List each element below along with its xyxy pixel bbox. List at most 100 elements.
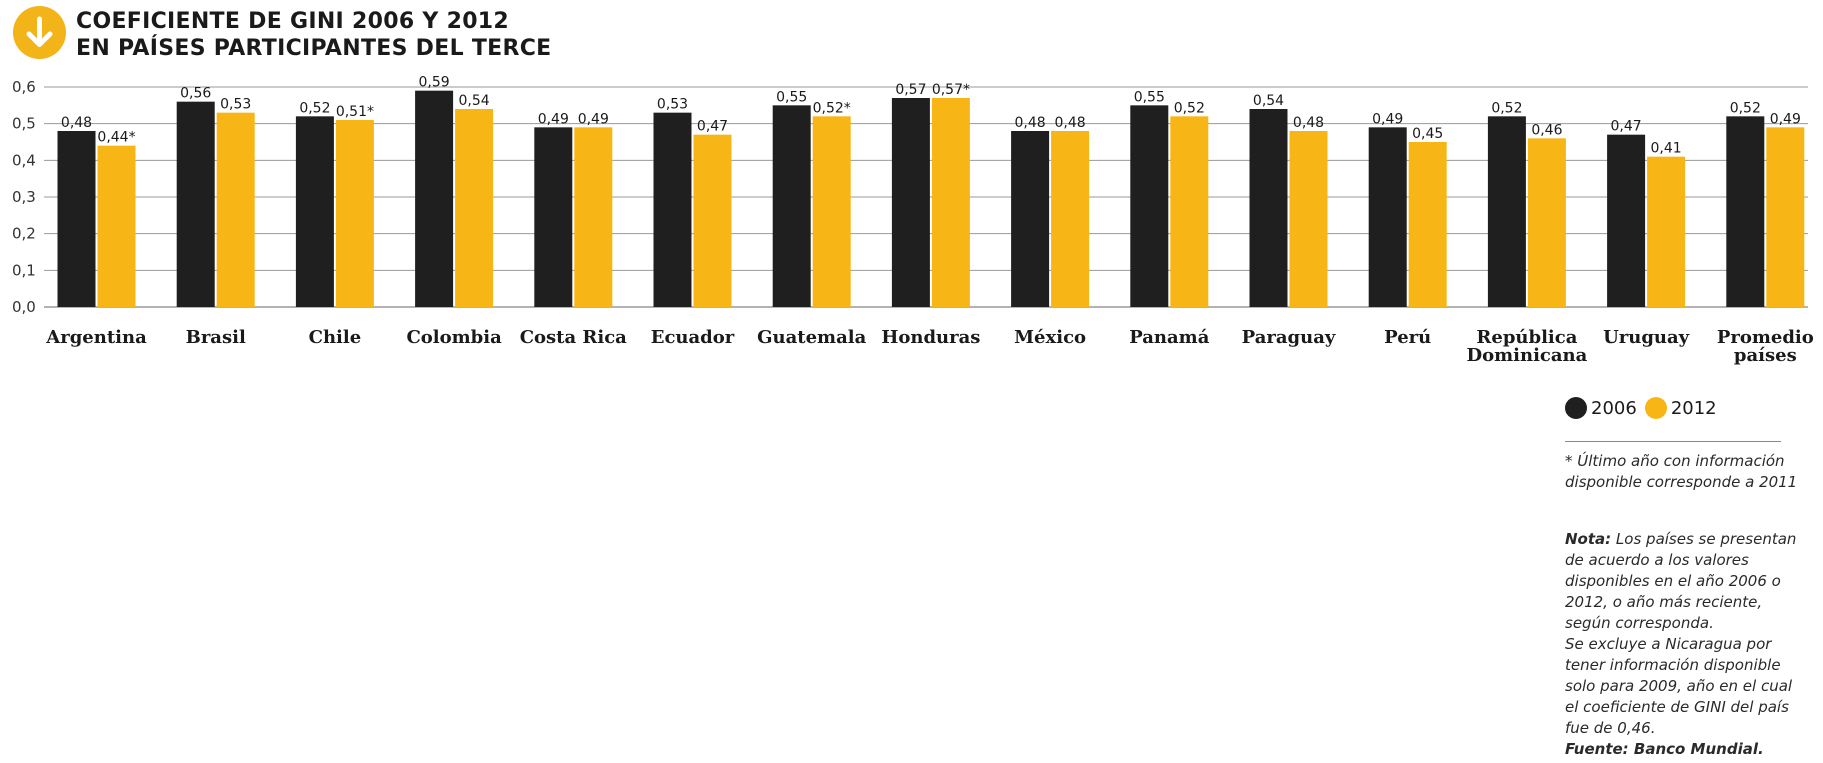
y-tick-label: 0,6 — [12, 78, 36, 96]
note-label: Nota: — [1565, 530, 1612, 548]
bar-2006 — [295, 116, 334, 307]
bar-2012 — [812, 116, 851, 307]
bar-2006 — [1249, 109, 1288, 307]
data-label-2012: 0,48 — [1055, 115, 1086, 131]
note-text-2: Se excluye a Nicaragua por tener informa… — [1565, 635, 1793, 737]
bar-2012 — [216, 112, 255, 307]
data-label-2012: 0,46 — [1531, 122, 1562, 138]
x-tick-label: Argentina — [45, 327, 147, 348]
x-tick-label: República — [1476, 327, 1577, 348]
data-label-2006: 0,55 — [1134, 89, 1165, 105]
data-label-2006: 0,48 — [61, 115, 92, 131]
y-tick-label: 0,3 — [12, 188, 36, 206]
data-label-2006: 0,52 — [1491, 100, 1522, 116]
data-label-2012: 0,48 — [1293, 115, 1324, 131]
bar-2012 — [335, 120, 374, 307]
legend-swatch-2006 — [1565, 397, 1587, 419]
bar-2012 — [1766, 127, 1805, 307]
bar-2012 — [931, 98, 970, 307]
data-label-2006: 0,53 — [657, 97, 688, 113]
bar-chart: 0,0 0,1 0,2 0,3 0,4 0,5 0,6 0,48 0,44* Argentina 0… — [12, 75, 1814, 366]
data-label-2006: 0,59 — [419, 75, 450, 91]
data-label-2006: 0,48 — [1015, 115, 1046, 131]
bar-2006 — [1368, 127, 1407, 307]
chart-title: COEFICIENTE DE GINI 2006 Y 2012 EN PAÍSE… — [76, 8, 552, 62]
y-tick-label: 0,0 — [12, 298, 36, 316]
bar-2006 — [1130, 105, 1169, 307]
bar-2012 — [574, 127, 613, 307]
data-label-2006: 0,49 — [538, 111, 569, 127]
legend-item-2012: 2012 — [1644, 397, 1717, 419]
x-tick-label: Ecuador — [651, 327, 735, 348]
x-tick-label: Colombia — [406, 327, 502, 348]
data-label-2012: 0,52* — [813, 100, 851, 116]
data-label-2012: 0,45 — [1412, 126, 1443, 142]
x-tick-label: Paraguay — [1242, 327, 1336, 348]
bar-2006 — [534, 127, 573, 307]
y-tick-label: 0,5 — [12, 115, 36, 133]
x-tick-label: Promedio — [1717, 327, 1814, 348]
x-tick-label: Uruguay — [1603, 327, 1690, 348]
x-tick-label: México — [1014, 327, 1086, 348]
arrow-down-icon — [13, 6, 66, 59]
note-block: Nota: Los países se presentan de acuerdo… — [1565, 529, 1805, 760]
legend-swatch-2012 — [1644, 397, 1667, 419]
note-source: Fuente: Banco Mundial. — [1565, 740, 1764, 758]
x-tick-label: países — [1734, 345, 1797, 366]
data-label-2006: 0,49 — [1372, 111, 1403, 127]
x-tick-label: Costa Rica — [520, 327, 627, 348]
data-label-2012: 0,41 — [1651, 141, 1682, 157]
data-label-2012: 0,49 — [1770, 111, 1801, 127]
bar-2006 — [1607, 134, 1646, 307]
bar-2006 — [176, 101, 215, 308]
bar-2012 — [1170, 116, 1209, 307]
bar-2012 — [1051, 131, 1090, 307]
bar-2006 — [1487, 116, 1526, 307]
bar-2012 — [1408, 142, 1447, 307]
data-label-2006: 0,52 — [1730, 100, 1761, 116]
bar-2006 — [772, 105, 811, 307]
x-tick-label: Brasil — [186, 327, 246, 348]
legend-divider — [1565, 441, 1781, 442]
note-text: Los países se presentan de acuerdo a los… — [1565, 530, 1797, 632]
data-label-2012: 0,52 — [1174, 100, 1205, 116]
bar-2006 — [415, 90, 454, 308]
bar-2006 — [57, 131, 96, 307]
bar-2006 — [1011, 131, 1050, 307]
bar-2006 — [1726, 116, 1765, 307]
data-label-2012: 0,44* — [97, 130, 135, 146]
data-label-2012: 0,49 — [578, 111, 609, 127]
legend-label-2012: 2012 — [1670, 397, 1717, 419]
bar-2012 — [97, 145, 136, 307]
bar-2012 — [1289, 131, 1328, 307]
data-label-2012: 0,54 — [459, 93, 490, 109]
x-tick-label: Dominicana — [1467, 345, 1588, 366]
data-label-2006: 0,47 — [1611, 119, 1642, 135]
bar-2012 — [1527, 138, 1566, 307]
bar-2006 — [653, 112, 692, 307]
data-label-2012: 0,53 — [220, 97, 251, 113]
data-label-2006: 0,52 — [299, 100, 330, 116]
y-tick-label: 0,2 — [12, 225, 36, 243]
bar-2012 — [1647, 156, 1686, 307]
x-tick-label: Perú — [1384, 327, 1431, 348]
data-label-2006: 0,55 — [776, 89, 807, 105]
data-label-2006: 0,57 — [895, 82, 926, 98]
data-label-2006: 0,56 — [180, 86, 211, 102]
x-tick-label: Honduras — [881, 327, 980, 348]
y-tick-label: 0,4 — [12, 151, 36, 169]
chart-title-line-1: COEFICIENTE DE GINI 2006 Y 2012 — [76, 9, 510, 34]
data-label-2012: 0,57* — [932, 82, 970, 98]
bar-2012 — [455, 109, 494, 307]
data-label-2012: 0,47 — [697, 119, 728, 135]
x-tick-label: Panamá — [1129, 327, 1210, 348]
legend-label-2006: 2006 — [1591, 397, 1637, 419]
footnote: * Último año con información disponible … — [1565, 452, 1798, 491]
bar-2012 — [693, 134, 732, 307]
y-tick-label: 0,1 — [12, 261, 36, 279]
bar-2006 — [891, 98, 930, 307]
x-tick-label: Guatemala — [757, 327, 866, 348]
chart-title-line-2: EN PAÍSES PARTICIPANTES DEL TERCE — [76, 36, 552, 61]
x-tick-label: Chile — [309, 327, 362, 348]
data-label-2006: 0,54 — [1253, 93, 1284, 109]
